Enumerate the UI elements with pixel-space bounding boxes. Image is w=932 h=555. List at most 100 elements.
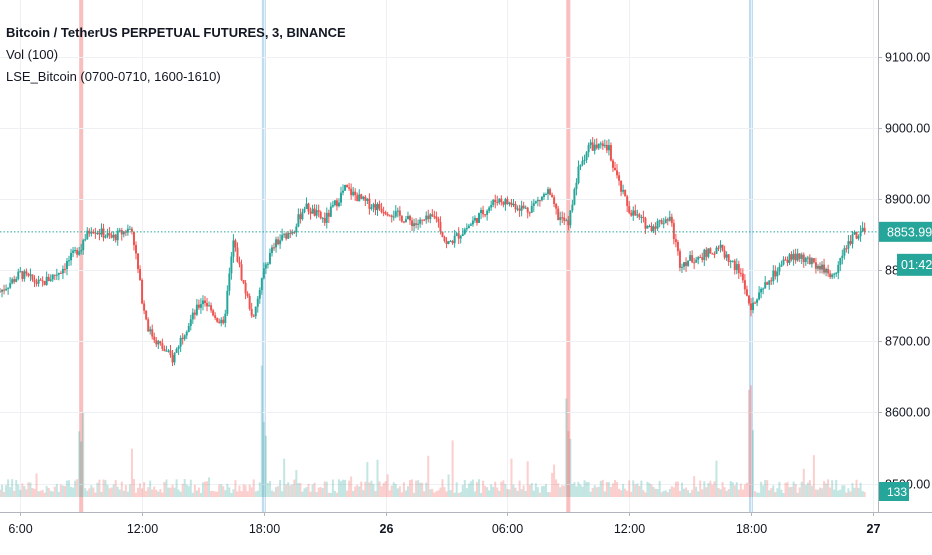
candle-body — [547, 189, 550, 195]
volume-bar — [585, 482, 588, 497]
volume-bar — [240, 491, 243, 497]
volume-bar — [366, 461, 369, 497]
candle-body — [394, 211, 397, 217]
candle-body — [488, 207, 491, 211]
candle-body — [463, 229, 466, 234]
candle-body — [281, 234, 284, 241]
volume-bar — [816, 489, 819, 497]
volume-bar — [607, 482, 610, 497]
candle-body — [248, 296, 251, 309]
candle-body — [849, 241, 852, 244]
volume-bar — [455, 482, 458, 497]
volume-bar — [252, 479, 255, 497]
candle-body — [171, 355, 174, 363]
time-axis[interactable] — [0, 512, 932, 550]
volume-bar — [230, 492, 233, 497]
candle-body — [9, 283, 12, 288]
candle-body — [595, 144, 598, 149]
candle-body — [530, 205, 533, 213]
candle-body — [15, 278, 18, 282]
candle-body — [37, 279, 40, 284]
candle-body — [224, 313, 227, 324]
candle-body — [469, 224, 472, 226]
volume-bar — [528, 484, 531, 497]
volume-bar — [638, 485, 641, 497]
volume-bar — [762, 485, 765, 497]
volume-bar — [540, 486, 543, 497]
candle-body — [53, 274, 56, 276]
candle-body — [177, 346, 180, 349]
volume-bar — [45, 486, 48, 497]
candle-body — [583, 159, 586, 161]
candle-body — [193, 312, 196, 315]
volume-bar — [226, 483, 229, 497]
volume-indicator-label[interactable]: Vol (100) — [6, 47, 59, 62]
volume-bar — [526, 461, 529, 497]
candle-body — [45, 276, 48, 285]
candle-body — [13, 279, 16, 282]
time-tick-label: 27 — [867, 522, 881, 536]
candle-body — [301, 211, 304, 220]
volume-bar — [731, 482, 734, 497]
candle-body — [116, 230, 119, 241]
candle-body — [632, 210, 635, 216]
candle-body — [63, 268, 66, 270]
volume-bar — [595, 487, 598, 497]
candle-body — [565, 220, 568, 222]
candle-body — [634, 210, 637, 216]
candle-body — [670, 216, 673, 224]
volume-bar — [542, 485, 545, 497]
candle-body — [691, 255, 694, 263]
candle-body — [262, 268, 265, 279]
volume-bar — [291, 484, 294, 497]
volume-bar — [792, 481, 795, 497]
candle-body — [254, 306, 257, 317]
candle-body — [794, 253, 797, 261]
candle-body — [169, 350, 172, 356]
candle-body — [325, 212, 328, 223]
volume-bar — [514, 487, 517, 497]
candle-body — [859, 231, 862, 237]
candle-body — [427, 215, 430, 220]
volume-bar — [555, 479, 558, 497]
candle-body — [299, 214, 302, 220]
symbol-title[interactable]: Bitcoin / TetherUS PERPETUAL FUTURES, 3,… — [6, 25, 346, 40]
volume-bar — [277, 486, 280, 497]
volume-bar — [599, 480, 602, 497]
candle-body — [577, 166, 580, 183]
volume-bar — [5, 485, 8, 497]
candle-body — [130, 228, 133, 232]
candle-body — [601, 143, 604, 147]
candle-body — [457, 233, 460, 239]
volume-bar — [662, 490, 665, 497]
volume-bar — [177, 489, 180, 497]
candle-body — [502, 201, 505, 205]
candle-body — [569, 210, 572, 226]
candle-body — [72, 250, 75, 253]
candle-body — [277, 239, 280, 245]
volume-bar — [293, 479, 296, 497]
volume-bar — [84, 488, 87, 497]
candle-body — [382, 212, 385, 214]
volume-bar — [197, 487, 200, 497]
candle-body — [153, 336, 156, 341]
volume-bar — [459, 492, 462, 497]
countdown-badge: 01:42 — [897, 253, 932, 276]
volume-bar — [780, 489, 783, 497]
candle-body — [701, 257, 704, 260]
candle-body — [384, 212, 387, 215]
candle-body — [715, 247, 718, 254]
candle-body — [737, 264, 740, 273]
volume-bar — [337, 479, 340, 497]
volume-bar — [423, 491, 426, 497]
volume-bar — [721, 481, 724, 497]
volume-bar — [171, 484, 174, 497]
candle-body — [581, 160, 584, 165]
session-indicator-label[interactable]: LSE_Bitcoin (0700-0710, 1600-1610) — [6, 69, 221, 84]
candle-body — [118, 230, 121, 232]
volume-bar — [800, 481, 803, 497]
candle-body — [65, 260, 68, 270]
candle-body — [167, 350, 170, 352]
